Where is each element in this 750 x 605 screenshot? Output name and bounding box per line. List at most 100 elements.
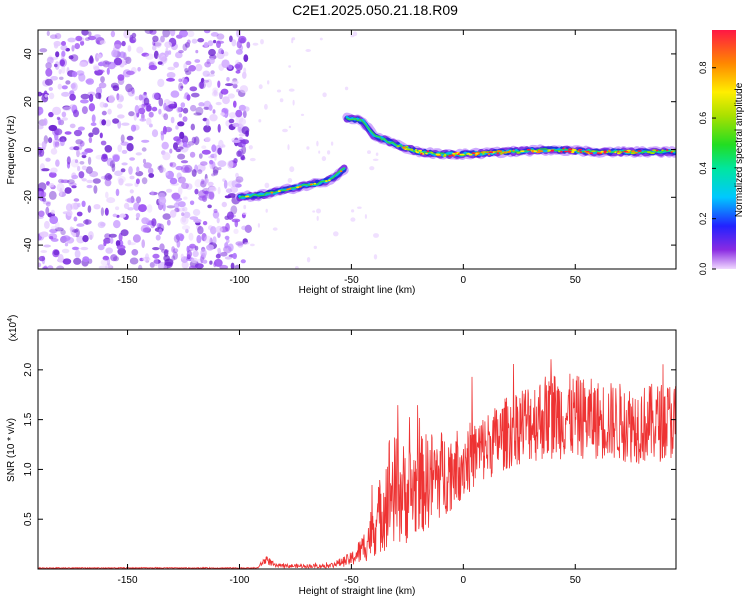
noise-blob — [62, 106, 71, 112]
noise-blob — [185, 60, 192, 66]
noise-blob — [171, 246, 176, 253]
noise-blob — [204, 235, 212, 244]
noise-blob — [158, 108, 162, 115]
trace-hotspot — [646, 151, 651, 154]
noise-blob — [231, 218, 241, 223]
noise-blob — [100, 259, 108, 266]
x-tick-label: 50 — [570, 575, 582, 586]
noise-blob — [212, 87, 219, 94]
noise-blob — [66, 210, 73, 217]
noise-blob — [206, 73, 215, 77]
noise-blob — [114, 170, 123, 177]
noise-blob — [213, 39, 217, 44]
noise-blob — [54, 63, 58, 68]
noise-blob — [45, 68, 53, 77]
trace-hotspot — [603, 150, 608, 153]
noise-blob — [107, 108, 112, 115]
noise-blob — [197, 169, 203, 175]
noise-blob — [40, 250, 48, 253]
noise-blob — [68, 55, 74, 60]
noise-blob — [50, 148, 58, 155]
noise-blob — [55, 51, 60, 58]
chart-title: C2E1.2025.050.21.18.R09 — [292, 2, 458, 18]
noise-blob — [97, 69, 105, 74]
noise-blob — [41, 141, 47, 149]
noise-blob — [186, 94, 191, 101]
noise-blob — [163, 102, 167, 111]
noise-blob — [183, 78, 188, 85]
noise-blob — [125, 83, 133, 93]
noise-blob — [313, 245, 317, 250]
noise-blob — [208, 191, 215, 200]
noise-blob — [249, 157, 256, 162]
y-tick-label: 2.0 — [23, 362, 34, 376]
noise-blob — [71, 174, 79, 180]
noise-blob — [217, 160, 227, 168]
trace-hotspot — [328, 179, 331, 182]
noise-blob — [194, 179, 202, 188]
trace-hotspot — [426, 150, 430, 153]
noise-blob — [178, 113, 183, 118]
noise-blob — [65, 47, 70, 52]
noise-blob — [115, 240, 121, 247]
snr-x-label: Height of straight line (km) — [299, 586, 416, 597]
noise-blob — [144, 30, 154, 34]
noise-blob — [105, 263, 112, 269]
noise-blob — [198, 81, 206, 89]
noise-blob — [234, 64, 241, 69]
noise-blob — [133, 112, 137, 121]
noise-blob — [54, 227, 64, 232]
trace-hotspot — [649, 152, 655, 155]
noise-blob — [119, 213, 126, 218]
noise-blob — [350, 34, 355, 38]
noise-blob — [177, 153, 186, 160]
noise-blob — [153, 257, 159, 267]
noise-blob — [87, 35, 97, 41]
noise-blob — [101, 119, 107, 126]
trace-hotspot — [618, 151, 622, 154]
noise-blob — [242, 106, 250, 112]
noise-blob — [121, 149, 128, 154]
noise-blob — [198, 102, 205, 107]
noise-blob — [76, 223, 85, 227]
trace-hotspot — [564, 150, 568, 153]
noise-blob — [43, 244, 51, 248]
noise-blob — [54, 221, 60, 230]
trace-hotspot — [298, 185, 302, 188]
y-tick-label: 0.5 — [23, 512, 34, 526]
noise-blob — [208, 48, 216, 57]
noise-blob — [180, 253, 184, 260]
noise-blob — [120, 141, 129, 146]
noise-blob — [173, 61, 180, 68]
noise-blob — [235, 241, 244, 246]
noise-blob — [160, 56, 167, 62]
noise-blob — [177, 146, 184, 150]
noise-blob — [48, 92, 55, 100]
noise-blob — [48, 111, 54, 118]
noise-blob — [206, 78, 212, 88]
noise-blob — [321, 156, 327, 162]
noise-blob — [80, 99, 89, 104]
noise-blob — [177, 121, 185, 127]
noise-blob — [60, 179, 70, 184]
noise-blob — [231, 180, 237, 188]
noise-blob — [113, 44, 122, 49]
noise-blob — [155, 234, 161, 241]
noise-blob — [227, 93, 235, 99]
noise-blob — [54, 141, 60, 148]
noise-blob — [74, 249, 81, 259]
noise-blob — [165, 170, 174, 180]
noise-blob — [219, 264, 229, 269]
noise-blob — [252, 42, 259, 46]
noise-blob — [128, 111, 135, 117]
trace-hotspot — [533, 150, 538, 153]
noise-blob — [279, 98, 284, 103]
trace-hotspot — [418, 149, 423, 152]
noise-blob — [54, 33, 62, 40]
noise-blob — [161, 249, 169, 254]
noise-blob — [235, 172, 239, 178]
noise-blob — [162, 125, 167, 135]
noise-blob — [289, 166, 295, 173]
noise-blob — [40, 191, 47, 198]
noise-blob — [216, 40, 221, 49]
